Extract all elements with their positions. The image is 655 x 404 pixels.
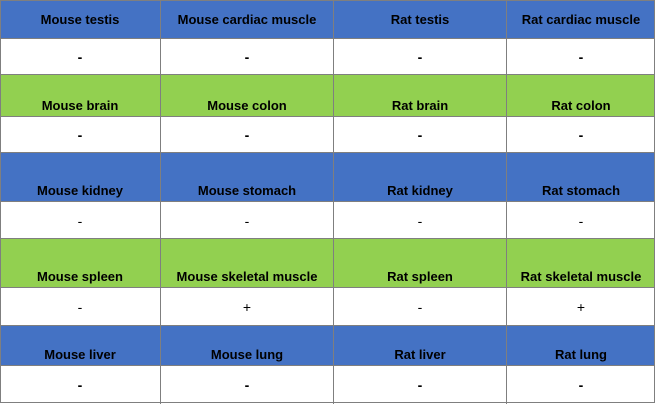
expression-value: - (244, 127, 250, 143)
tissue-label-cell: Rat liver (334, 326, 507, 366)
tissue-label: Mouse colon (207, 98, 287, 113)
header-row-0: Mouse testis Mouse cardiac muscle Rat test… (0, 0, 655, 38)
tissue-label-cell: Rat lung (507, 326, 655, 366)
value-row-7: - + - + (0, 287, 655, 326)
tissue-label-cell: Rat testis (334, 0, 507, 38)
expression-value-cell: - (507, 117, 655, 153)
expression-value: - (77, 299, 83, 315)
expression-value-cell: + (161, 288, 334, 326)
expression-value: - (77, 127, 83, 143)
expression-value-cell: - (0, 366, 161, 404)
expression-value-cell: - (161, 39, 334, 75)
expression-value-cell: - (507, 39, 655, 75)
tissue-label-cell: Mouse testis (0, 0, 161, 38)
expression-value-cell: - (334, 117, 507, 153)
expression-value-cell: + (507, 288, 655, 326)
expression-value: - (244, 377, 250, 393)
expression-value-cell: - (0, 288, 161, 326)
tissue-label-cell: Rat brain (334, 75, 507, 117)
tissue-label-cell: Rat colon (507, 75, 655, 117)
tissue-label-cell: Rat spleen (334, 239, 507, 288)
expression-value-cell: - (507, 202, 655, 239)
expression-value-cell: - (0, 117, 161, 153)
tissue-label-cell: Mouse liver (0, 326, 161, 366)
tissue-label: Mouse liver (44, 347, 116, 362)
tissue-label-cell: Mouse cardiac muscle (161, 0, 334, 38)
tissue-label: Rat stomach (541, 183, 621, 198)
expression-value: - (578, 127, 584, 143)
value-row-5: ---- (0, 201, 655, 239)
expression-value-cell: - (334, 202, 507, 239)
tissue-label: Mouse brain (41, 98, 119, 113)
expression-value: - (578, 49, 584, 65)
expression-value-cell: - (0, 202, 161, 239)
expression-value: + (576, 299, 586, 315)
expression-value-cell: - (161, 202, 334, 239)
expression-value: - (77, 212, 83, 229)
expression-value: - (244, 212, 250, 229)
tissue-label: Mouse lung (210, 347, 284, 362)
header-row-8: Mouse liver Mouse lung Rat liver Rat lung (0, 325, 655, 366)
expression-value: - (77, 377, 83, 393)
expression-value-cell: - (334, 366, 507, 404)
expression-value-cell: - (334, 39, 507, 75)
expression-value-cell: - (161, 366, 334, 404)
tissue-label: Rat cardiac muscle (521, 11, 641, 27)
value-row-9: ---- (0, 365, 655, 404)
tissue-label-cell: Mouse lung (161, 326, 334, 366)
expression-value-cell: - (0, 39, 161, 75)
tissue-label: Rat colon (551, 98, 611, 113)
expression-value: - (417, 212, 423, 229)
value-row-1: ---- (0, 38, 655, 75)
tissue-label-cell: Mouse brain (0, 75, 161, 117)
tissue-label-cell: Rat cardiac muscle (507, 0, 655, 38)
tissue-label: Rat testis (390, 11, 450, 27)
tissue-label: Mouse skeletal muscle (176, 269, 318, 284)
expression-value: - (578, 212, 584, 229)
tissue-label: Rat brain (391, 98, 449, 113)
value-row-3: ---- (0, 116, 655, 153)
tissue-label: Mouse spleen (37, 269, 123, 284)
tissue-label: Mouse cardiac muscle (177, 11, 317, 27)
expression-value: - (244, 49, 250, 65)
header-row-2: Mouse brain Mouse colon Rat brain Rat colon (0, 74, 655, 117)
expression-value: - (578, 377, 584, 393)
expression-value: + (242, 299, 252, 315)
tissue-label-cell: Mouse stomach (161, 153, 334, 202)
tissue-label-cell: Mouse colon (161, 75, 334, 117)
tissue-label-cell: Mouse spleen (0, 239, 161, 288)
tissue-label-cell: Mouse kidney (0, 153, 161, 202)
expression-value-cell: - (161, 117, 334, 153)
tissue-label-cell: Mouse skeletal muscle (161, 239, 334, 288)
tissue-label: Rat kidney (387, 183, 453, 198)
tissue-label: Rat spleen (387, 269, 453, 284)
expression-value: - (417, 49, 423, 65)
tissue-label: Mouse kidney (37, 183, 123, 198)
expression-value: - (417, 377, 423, 393)
expression-value-cell: - (507, 366, 655, 404)
tissue-label: Rat liver (394, 347, 446, 362)
expression-value: - (417, 299, 423, 315)
header-row-6: Mouse spleen Mouse skeletal muscle Rat spl… (0, 238, 655, 288)
tissue-label-cell: Rat stomach (507, 153, 655, 202)
tissue-label-cell: Rat skeletal muscle (507, 239, 655, 288)
expression-value: - (77, 49, 83, 65)
header-row-4: Mouse kidney Mouse stomach Rat kidney Rat s… (0, 152, 655, 202)
tissue-label: Mouse testis (40, 11, 120, 27)
tissue-label: Rat lung (555, 347, 607, 362)
tissue-label: Rat skeletal muscle (520, 269, 642, 284)
expression-value: - (417, 127, 423, 143)
tissue-label-cell: Rat kidney (334, 153, 507, 202)
tissue-label: Mouse stomach (197, 183, 297, 198)
expression-value-cell: - (334, 288, 507, 326)
